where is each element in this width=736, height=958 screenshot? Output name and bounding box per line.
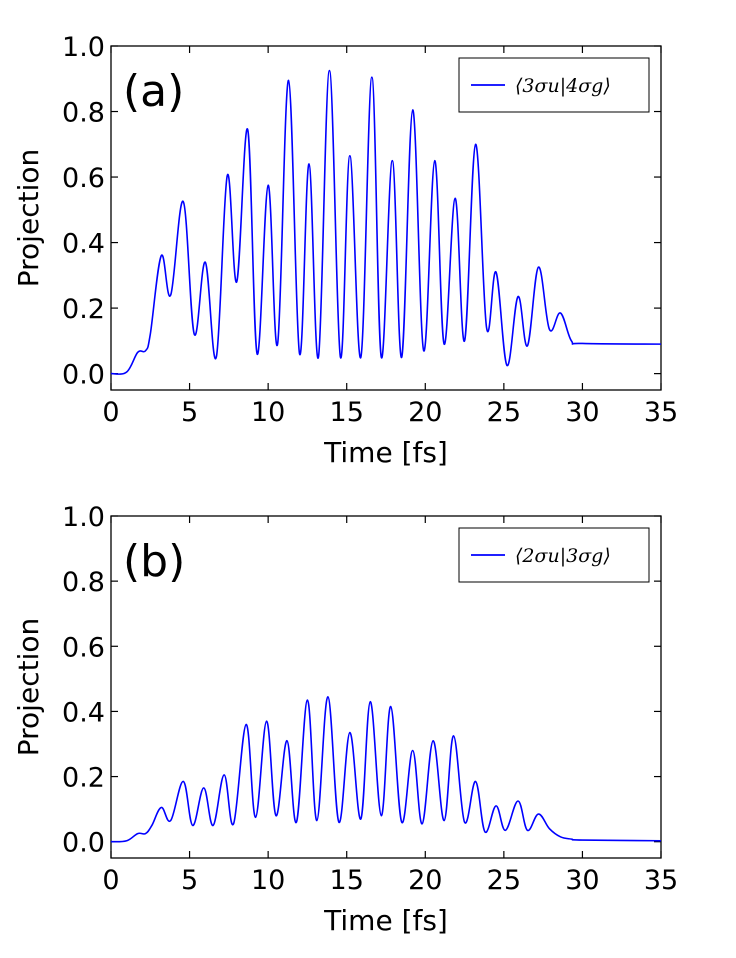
y-tick-label: 0.2: [62, 763, 105, 794]
y-tick-label: 0.8: [62, 567, 105, 598]
y-tick-label: 1.0: [62, 32, 105, 63]
y-axis-label: Projection: [12, 149, 45, 287]
x-tick-label: 20: [408, 865, 442, 896]
y-tick-label: 0.4: [62, 697, 105, 728]
panel-label: (a): [123, 66, 184, 117]
x-tick-label: 20: [408, 397, 442, 428]
y-tick-label: 1.0: [62, 502, 105, 533]
series-line-0: [110, 695, 662, 843]
x-tick-label: 35: [644, 865, 678, 896]
x-tick-label: 5: [181, 865, 198, 896]
series-line-0: [110, 69, 662, 375]
y-tick-label: 0.0: [62, 828, 105, 859]
x-axis-label: Time [fs]: [323, 904, 448, 937]
x-tick-label: 35: [644, 397, 678, 428]
x-tick-label: 25: [487, 397, 521, 428]
plot-frame: [110, 515, 662, 859]
chart-panel-b: 0 5 10 15 20 25 30 35 0.0 0.2 0.4 0.6 0.8 1.0 Time [fs…: [12, 502, 678, 937]
y-tick-label: 0.6: [62, 632, 105, 663]
x-tick-label: 25: [487, 865, 521, 896]
y-tick-label: 0.6: [62, 163, 105, 194]
x-tick-label: 30: [565, 865, 599, 896]
y-tick-label: 0.2: [62, 294, 105, 325]
y-tick-label: 0.4: [62, 229, 105, 260]
x-tick-label: 15: [330, 397, 364, 428]
plot-frame: [110, 45, 662, 391]
panel-label: (b): [123, 536, 185, 587]
y-axis-label: Projection: [12, 618, 45, 756]
x-tick-label: 15: [330, 865, 364, 896]
chart-panel-a: 0 5 10 15 20 25 30 35 0.0 0.2 0.4 0.6 0.8 1.0 Time [fs…: [12, 32, 678, 469]
x-tick-label: 10: [251, 865, 285, 896]
x-tick-label: 0: [102, 865, 119, 896]
x-tick-label: 10: [251, 397, 285, 428]
legend-label: ⟨3σu|4σg⟩: [515, 75, 611, 97]
y-tick-label: 0.0: [62, 360, 105, 391]
y-tick-label: 0.8: [62, 98, 105, 129]
legend-label: ⟨2σu|3σg⟩: [515, 545, 611, 567]
x-axis-label: Time [fs]: [323, 436, 448, 469]
x-tick-label: 0: [102, 397, 119, 428]
x-tick-label: 5: [181, 397, 198, 428]
x-tick-label: 30: [565, 397, 599, 428]
